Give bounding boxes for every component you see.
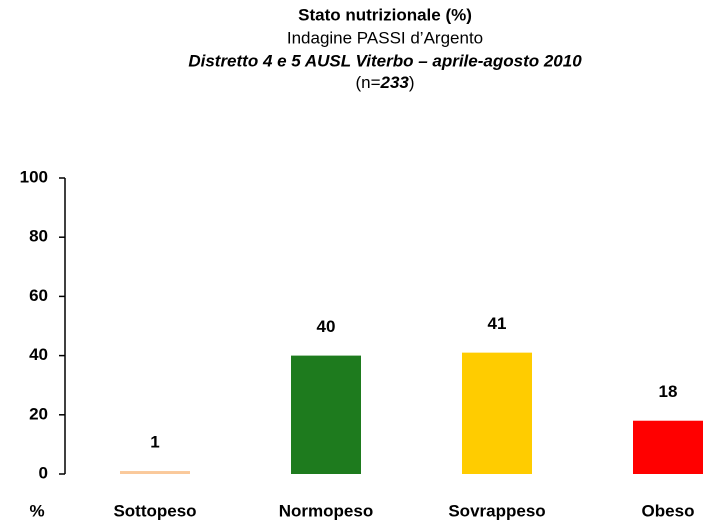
value-label: 40	[317, 317, 336, 336]
x-tick-label: Normopeso	[279, 501, 373, 520]
bar	[291, 355, 361, 474]
y-tick-label: 20	[29, 404, 48, 423]
chart-subtitle: Indagine PASSI d’Argento	[287, 28, 483, 47]
value-label: 1	[150, 433, 159, 452]
y-tick-label: 0	[39, 463, 48, 482]
x-tick-label: Sovrappeso	[448, 501, 545, 520]
sample-size: (n=233)	[355, 73, 414, 92]
y-tick-label: 80	[29, 227, 48, 246]
y-tick-label: 40	[29, 345, 48, 364]
value-label: 41	[488, 314, 507, 333]
sample-size-suffix: )	[409, 73, 415, 92]
y-tick-label: 60	[29, 286, 48, 305]
x-tick-label: Sottopeso	[113, 501, 196, 520]
sample-size-value: 233	[380, 73, 410, 92]
bar	[633, 420, 703, 474]
y-tick-label: 100	[20, 167, 48, 186]
value-label: 18	[659, 382, 678, 401]
sample-size-prefix: (n=	[355, 73, 380, 92]
chart-subtitle-2: Distretto 4 e 5 AUSL Viterbo – aprile-ag…	[188, 51, 582, 70]
chart-title: Stato nutrizionale (%)	[298, 5, 472, 24]
y-axis-label: %	[29, 501, 44, 520]
bar	[120, 471, 190, 474]
x-tick-label: Obeso	[642, 501, 695, 520]
bar	[462, 352, 532, 474]
